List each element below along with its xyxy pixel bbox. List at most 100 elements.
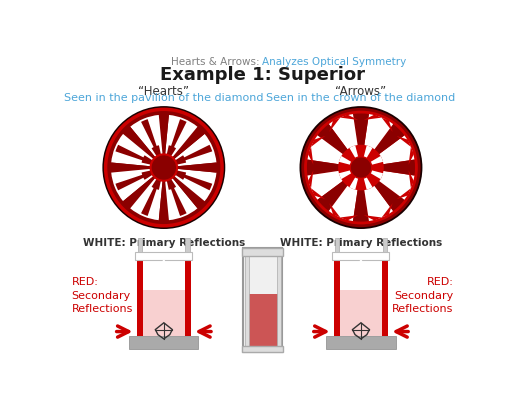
Bar xyxy=(382,253,388,336)
Wedge shape xyxy=(361,136,414,168)
Bar xyxy=(326,336,396,348)
Wedge shape xyxy=(308,136,361,168)
Text: RED:
Secondary
Reflections: RED: Secondary Reflections xyxy=(72,277,133,313)
Wedge shape xyxy=(361,168,373,190)
Wedge shape xyxy=(308,168,361,200)
Bar xyxy=(185,239,190,253)
Text: “Hearts”: “Hearts” xyxy=(138,84,189,97)
Polygon shape xyxy=(409,148,414,165)
Circle shape xyxy=(116,174,128,186)
Bar xyxy=(138,239,142,253)
Wedge shape xyxy=(111,135,164,168)
Wedge shape xyxy=(317,168,361,211)
Polygon shape xyxy=(311,189,325,200)
Bar xyxy=(245,249,248,353)
Text: Analyzes Optical Symmetry: Analyzes Optical Symmetry xyxy=(262,57,407,67)
Text: Hearts & Arrows:: Hearts & Arrows: xyxy=(170,57,262,67)
Circle shape xyxy=(104,108,224,228)
Wedge shape xyxy=(130,116,164,168)
Polygon shape xyxy=(397,137,411,148)
Wedge shape xyxy=(141,168,164,180)
Bar xyxy=(332,253,390,260)
Wedge shape xyxy=(164,146,212,168)
Polygon shape xyxy=(381,118,393,133)
Polygon shape xyxy=(329,204,340,218)
Polygon shape xyxy=(409,171,414,189)
Wedge shape xyxy=(353,114,369,168)
Wedge shape xyxy=(361,146,373,168)
Wedge shape xyxy=(164,146,176,168)
Wedge shape xyxy=(164,128,205,168)
Circle shape xyxy=(196,141,208,153)
Wedge shape xyxy=(317,125,361,168)
Wedge shape xyxy=(361,168,383,180)
Text: “Arrows”: “Arrows” xyxy=(335,84,387,97)
Polygon shape xyxy=(329,118,340,133)
Bar xyxy=(135,253,193,260)
Polygon shape xyxy=(308,171,313,189)
Bar xyxy=(246,294,279,346)
Circle shape xyxy=(301,108,421,228)
Text: RED:
Secondary
Reflections: RED: Secondary Reflections xyxy=(392,277,453,313)
Wedge shape xyxy=(152,168,164,190)
Bar xyxy=(277,249,281,353)
Bar xyxy=(340,253,382,290)
Text: Seen in the crown of the diamond: Seen in the crown of the diamond xyxy=(266,93,456,103)
Wedge shape xyxy=(164,116,198,168)
Wedge shape xyxy=(329,115,361,168)
Wedge shape xyxy=(164,135,217,168)
Polygon shape xyxy=(340,115,358,121)
Polygon shape xyxy=(381,204,393,218)
Polygon shape xyxy=(311,137,325,148)
Wedge shape xyxy=(164,168,212,191)
Text: Seen in the pavilion of the diamond: Seen in the pavilion of the diamond xyxy=(64,93,264,103)
Bar xyxy=(185,253,191,336)
Bar xyxy=(382,239,387,253)
Wedge shape xyxy=(353,168,369,222)
Wedge shape xyxy=(159,168,169,221)
Wedge shape xyxy=(115,146,164,168)
Wedge shape xyxy=(123,128,164,168)
Wedge shape xyxy=(141,168,164,216)
Wedge shape xyxy=(164,168,198,220)
Wedge shape xyxy=(361,168,404,211)
Wedge shape xyxy=(349,168,361,190)
Wedge shape xyxy=(164,168,217,202)
Circle shape xyxy=(196,183,208,195)
Text: WHITE: Primary Reflections: WHITE: Primary Reflections xyxy=(280,237,442,247)
Polygon shape xyxy=(364,216,381,221)
Circle shape xyxy=(350,157,372,179)
Wedge shape xyxy=(361,168,414,200)
Wedge shape xyxy=(164,120,186,168)
Wedge shape xyxy=(339,157,361,168)
Wedge shape xyxy=(111,168,164,202)
Wedge shape xyxy=(123,168,164,209)
Bar xyxy=(129,336,199,348)
Wedge shape xyxy=(361,125,404,168)
Circle shape xyxy=(146,204,158,216)
Wedge shape xyxy=(164,156,186,168)
Wedge shape xyxy=(164,168,186,216)
Wedge shape xyxy=(159,115,169,168)
Text: WHITE: Primary Reflections: WHITE: Primary Reflections xyxy=(83,237,245,247)
Circle shape xyxy=(179,124,191,136)
Circle shape xyxy=(170,204,182,216)
Wedge shape xyxy=(141,156,164,168)
Circle shape xyxy=(151,155,177,181)
Circle shape xyxy=(200,174,211,186)
Text: Example 1: Superior: Example 1: Superior xyxy=(160,66,365,84)
Bar xyxy=(242,346,283,353)
Bar xyxy=(243,249,282,353)
Bar xyxy=(143,290,185,336)
Circle shape xyxy=(146,121,158,133)
Wedge shape xyxy=(349,146,361,168)
Bar xyxy=(334,253,340,336)
Wedge shape xyxy=(164,168,205,209)
Circle shape xyxy=(120,183,132,195)
Polygon shape xyxy=(397,189,411,200)
Wedge shape xyxy=(152,146,164,168)
Circle shape xyxy=(170,121,182,133)
Wedge shape xyxy=(307,160,361,176)
Bar xyxy=(137,253,143,336)
Wedge shape xyxy=(339,168,361,180)
